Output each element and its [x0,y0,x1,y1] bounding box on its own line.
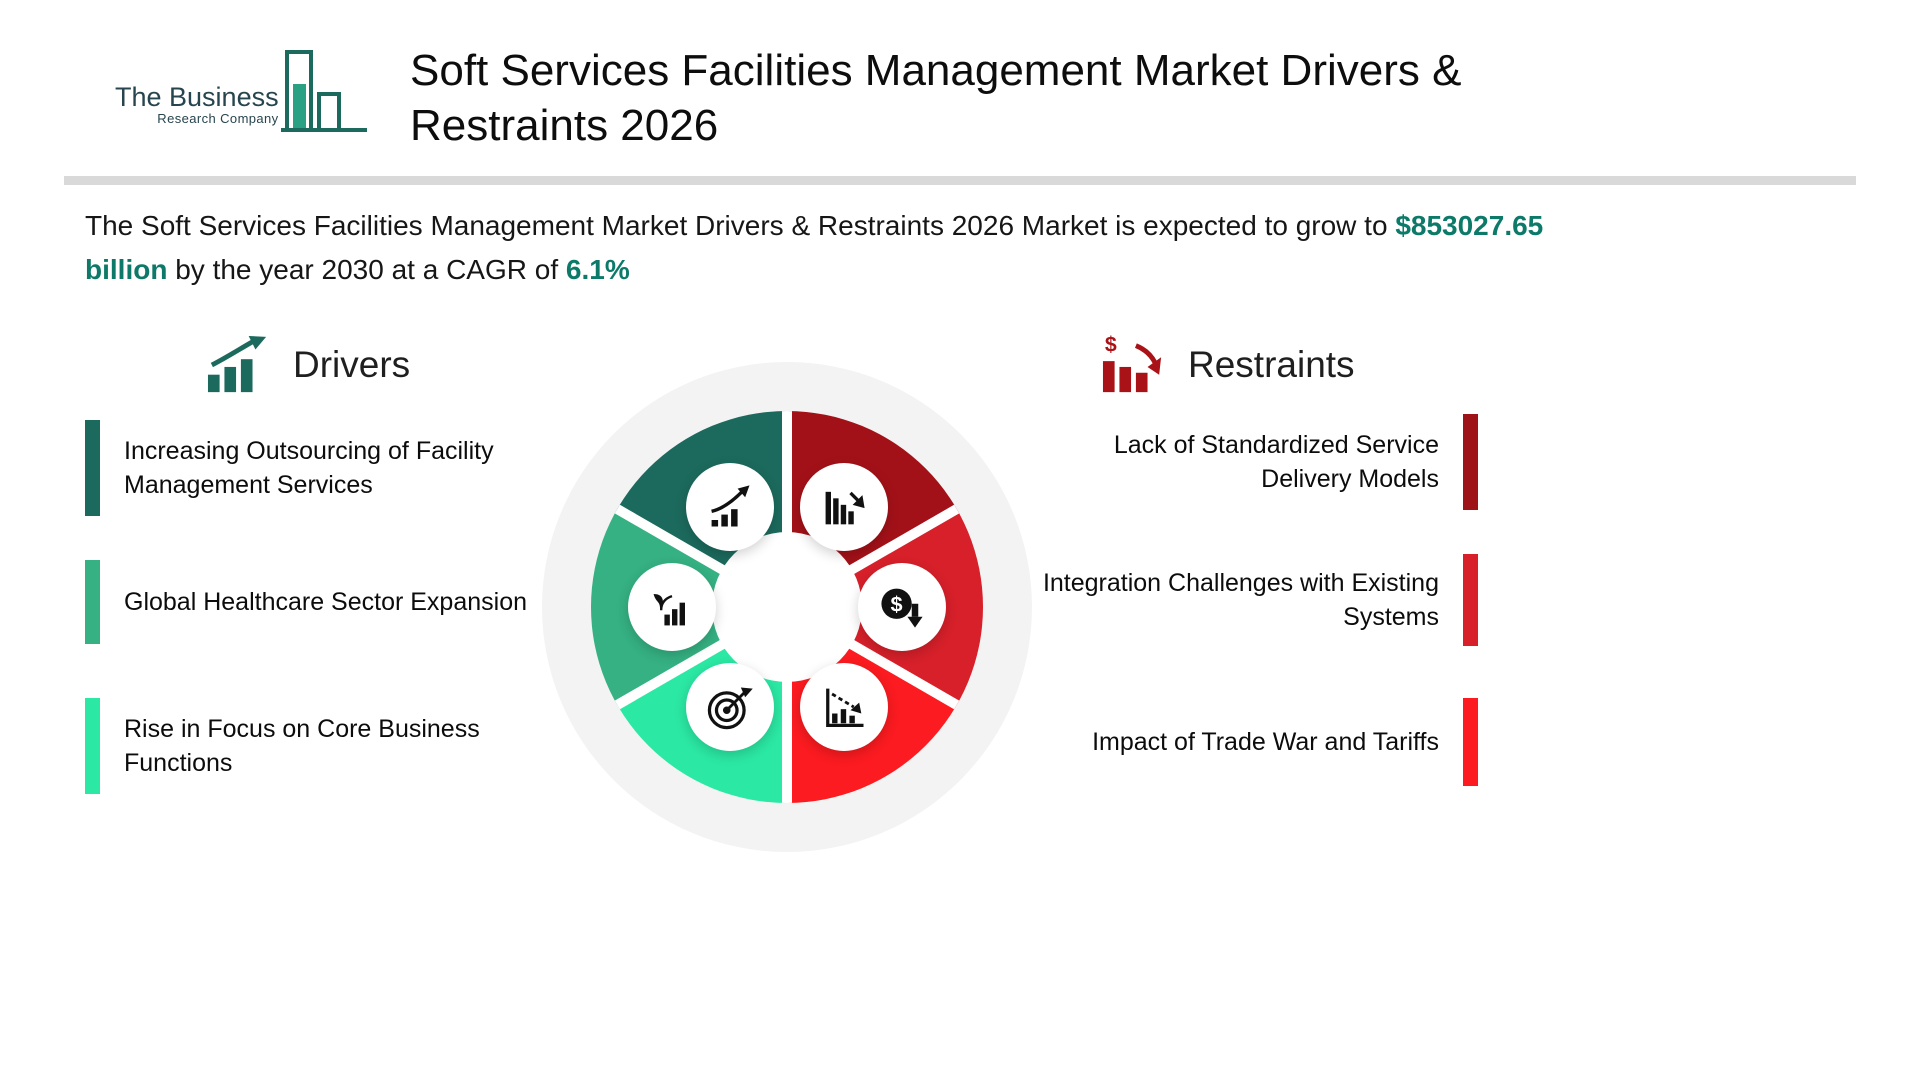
drivers-heading-label: Drivers [293,344,411,385]
driver-accent-bar [85,420,100,516]
restraint-item: Lack of Standardized Service Delivery Mo… [1018,414,1478,510]
driver-item-label: Global Healthcare Sector Expansion [124,587,528,616]
declining-chart-icon [800,663,888,751]
bar-chart-up-arrow-icon [207,335,267,393]
restraint-item: Integration Challenges with Existing Sys… [1018,554,1478,646]
wheel-center [712,532,862,682]
summary-text-before: The Soft Services Facilities Management … [85,210,1396,241]
company-logo: The Business Research Company [115,48,371,140]
driver-accent-bar [85,698,100,794]
restraints-section-heading: $ Restraints [1098,334,1355,396]
declining-bars-icon [800,463,888,551]
sprout-growth-icon [628,563,716,651]
dollar-down-icon: $ [858,563,946,651]
driver-item: Increasing Outsourcing of Facility Manag… [85,420,519,516]
driver-item-label: Rise in Focus on Core Business Functions [124,714,480,778]
restraint-accent-bar [1463,414,1478,510]
summary-text-middle: by the year 2030 at a CAGR of [167,254,566,286]
logo-subname: Research Company [157,110,279,126]
logo-name: The Business [115,81,279,112]
cagr-value: 6.1% [565,254,630,286]
restraint-item-label: Impact of Trade War and Tariffs [1092,727,1439,756]
driver-item: Rise in Focus on Core Business Functions [85,698,509,794]
company-logo-text: The Business Research Company [115,81,279,140]
drivers-restraints-wheel: $ [542,362,1032,852]
market-value: $853027.65 billion [85,210,1544,286]
bar-chart-down-dollar-icon: $ [1102,334,1162,393]
bar-chart-logo-icon [280,50,367,132]
market-summary: The Soft Services Facilities Management … [85,204,1555,292]
driver-item: Global Healthcare Sector Expansion [85,560,527,644]
driver-item-label: Increasing Outsourcing of Facility Manag… [124,436,494,500]
page-title-line2: Restraints 2026 [410,100,719,150]
restraint-item: Impact of Trade War and Tariffs [1018,698,1478,786]
page-title-line1: Soft Services Facilities Management Mark… [410,46,1462,95]
restraint-item-label: Lack of Standardized Service Delivery Mo… [1113,430,1439,494]
restraint-accent-bar [1463,554,1478,646]
restraint-item-label: Integration Challenges with Existing Sys… [1042,568,1439,632]
page-title: Soft Services Facilities Management Mark… [410,44,1461,153]
header-divider [64,176,1856,185]
svg-text:$: $ [891,591,903,616]
restraint-accent-bar [1463,698,1478,786]
driver-accent-bar [85,560,100,644]
target-icon [686,663,774,751]
growth-trend-icon [686,463,774,551]
svg-text:$: $ [1105,334,1117,356]
restraints-heading-label: Restraints [1188,344,1355,385]
drivers-section-heading: Drivers [203,334,410,396]
